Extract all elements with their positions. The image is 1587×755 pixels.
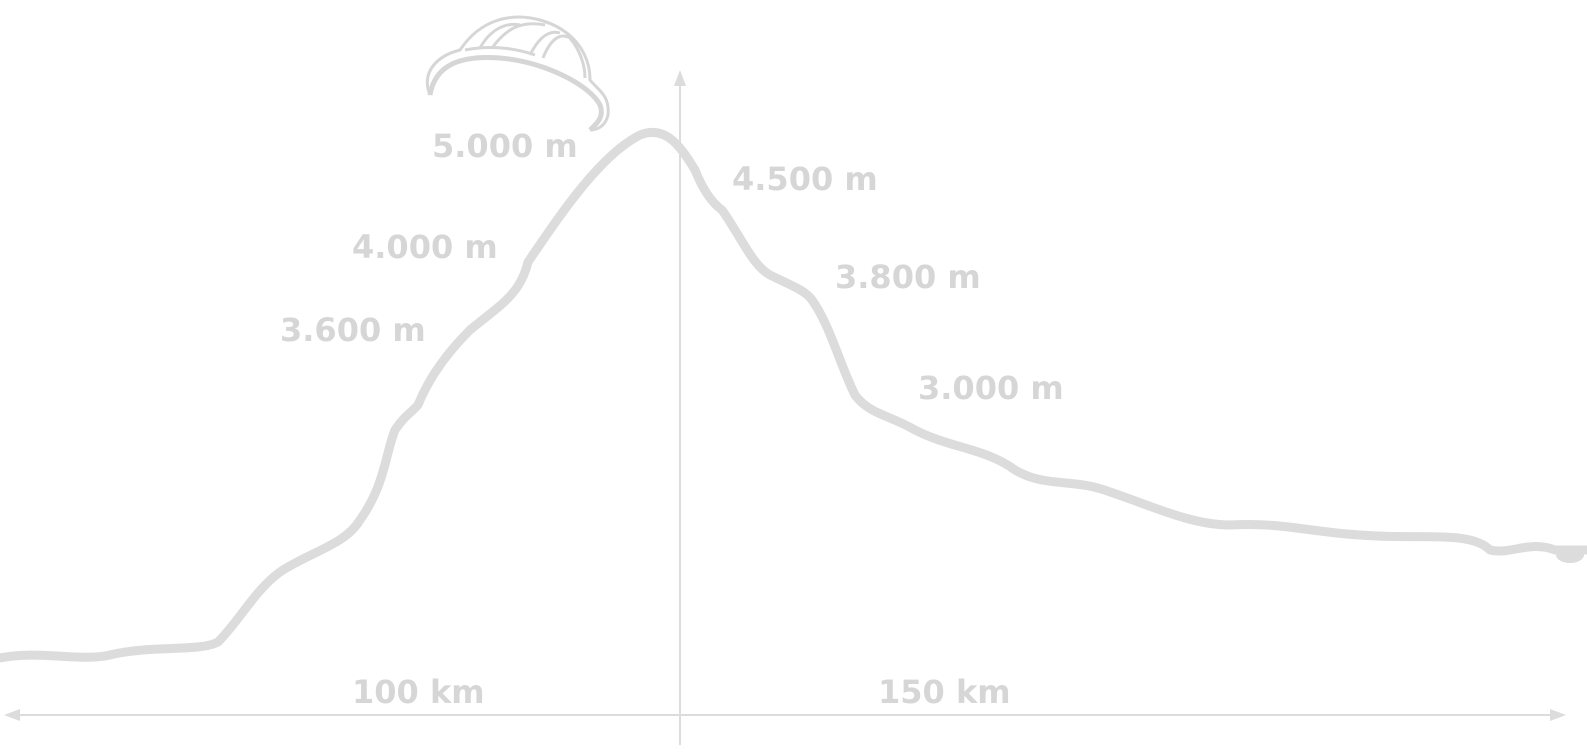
elevation-label: 4.000 m — [352, 228, 498, 266]
right-arrow — [1550, 709, 1566, 721]
distance-label: 150 km — [878, 673, 1011, 711]
elevation-label: 5.000 m — [432, 127, 578, 165]
elevation-label: 3.000 m — [918, 369, 1064, 407]
mountain-profile — [0, 127, 1587, 663]
elevation-label: 4.500 m — [732, 160, 878, 198]
profile-end — [1556, 547, 1584, 563]
helmet-icon — [425, 15, 610, 132]
vertical-arrow — [674, 70, 686, 86]
distance-label: 100 km — [352, 673, 485, 711]
elevation-label: 3.800 m — [835, 258, 981, 296]
elevation-label: 3.600 m — [280, 311, 426, 349]
left-arrow — [4, 709, 20, 721]
